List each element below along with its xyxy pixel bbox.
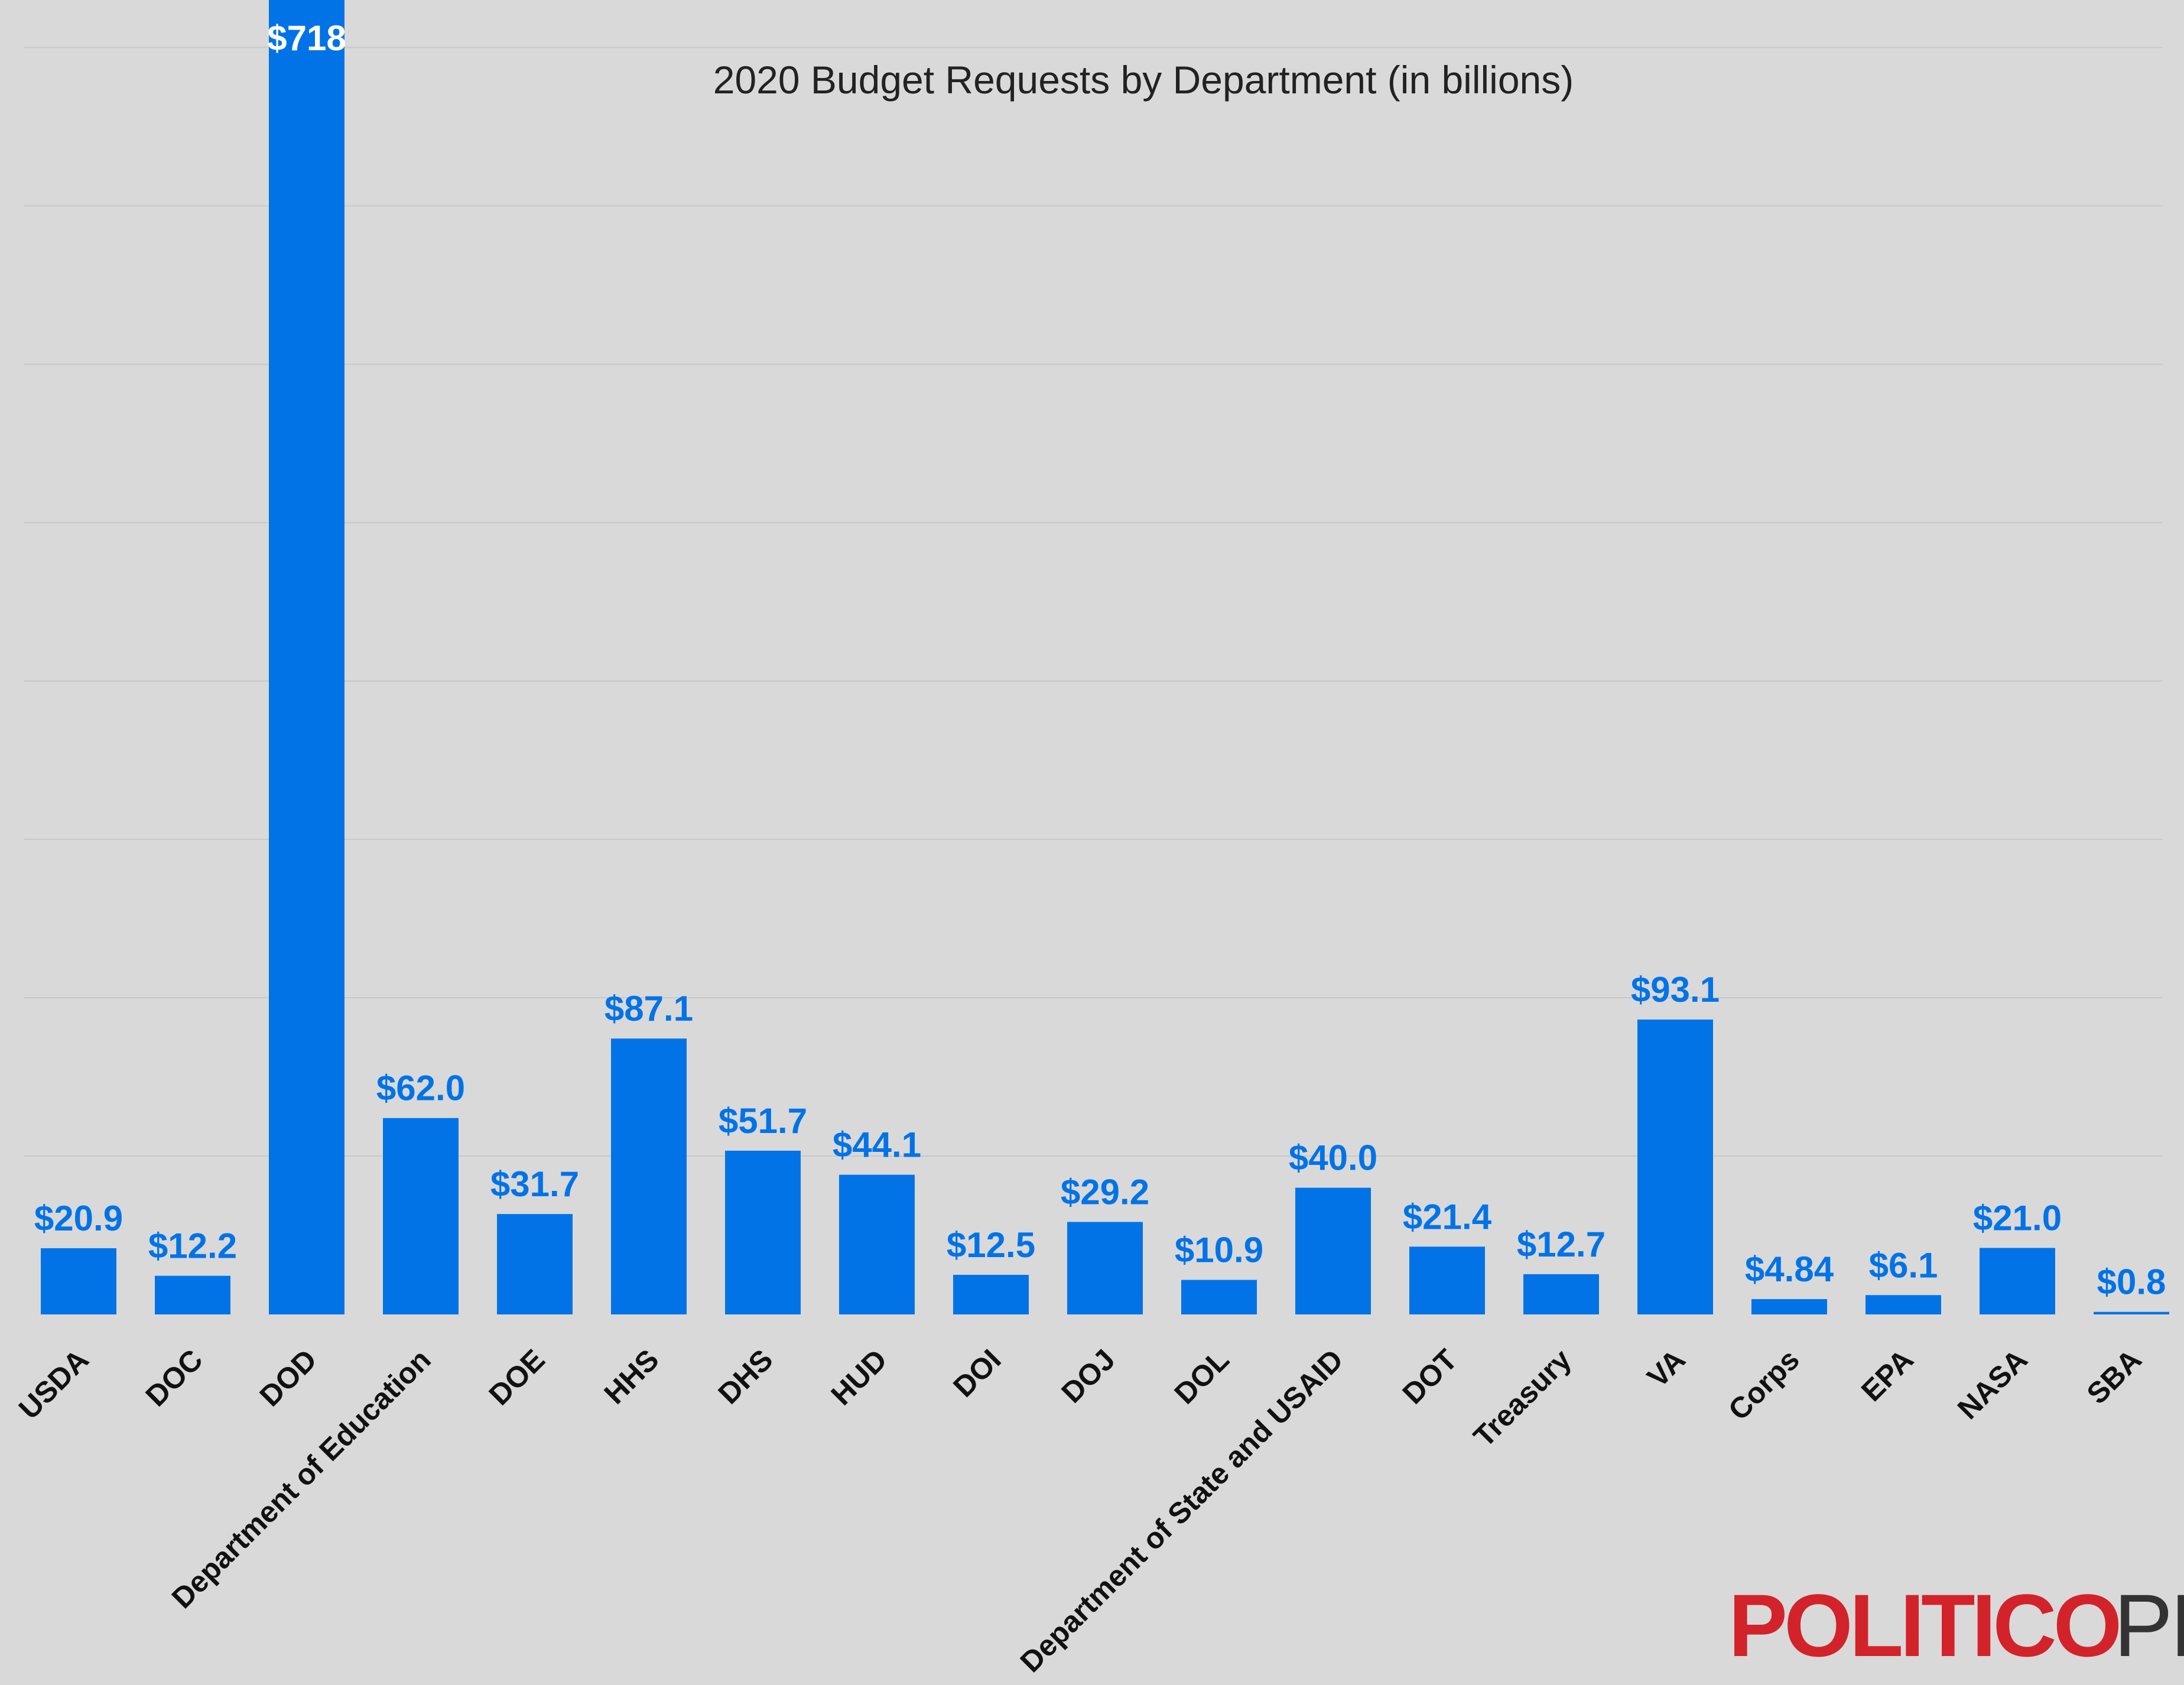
bar-dot [1409, 1246, 1485, 1314]
logo-pro-text: PRO [2114, 1576, 2184, 1675]
value-label: $6.1 [1869, 1245, 1938, 1285]
value-labels: $20.9 $12.2 $718 $62.0 $31.7 $87.1 $51.7 $44.1 $… [34, 18, 2166, 1302]
value-label: $12.2 [148, 1226, 237, 1266]
bar-epa [1866, 1295, 1941, 1314]
bar-nasa [1980, 1248, 2055, 1314]
value-label: $40.0 [1289, 1138, 1377, 1178]
bar-dod [269, 0, 344, 1314]
bar-hhs [611, 1038, 687, 1314]
bar-dol [1181, 1280, 1257, 1314]
bar-doe [497, 1214, 573, 1314]
value-label: $718 [267, 18, 346, 58]
value-label: $21.0 [1973, 1198, 2062, 1238]
value-label: $12.5 [947, 1225, 1035, 1265]
value-label: $10.9 [1175, 1231, 1263, 1270]
logo-politico-text: POLITICO [1728, 1576, 2119, 1675]
value-label: $93.1 [1631, 970, 1720, 1009]
politico-pro-logo: POLITICO PRO [1728, 1576, 2184, 1675]
value-label: $87.1 [604, 989, 693, 1028]
bar-treasury [1523, 1274, 1599, 1314]
bar-usda [41, 1248, 116, 1314]
bar-department-of-education [383, 1118, 459, 1314]
bar-dhs [725, 1150, 801, 1314]
bar-hud [839, 1174, 915, 1314]
bar-doj [1067, 1222, 1143, 1314]
gridlines [24, 47, 2163, 1157]
bars [41, 0, 2169, 1314]
value-label: $62.0 [376, 1069, 465, 1108]
bar-doi [953, 1275, 1029, 1314]
bar-department-of-state-and-usaid [1295, 1187, 1371, 1314]
bar-va [1637, 1020, 1713, 1314]
bar-corps [1751, 1299, 1827, 1314]
value-label: $21.4 [1403, 1197, 1492, 1236]
value-label: $51.7 [719, 1101, 807, 1141]
bar-doc [155, 1275, 230, 1314]
value-label: $20.9 [34, 1199, 123, 1238]
chart-title: 2020 Budget Requests by Department (in b… [713, 58, 1574, 102]
value-label: $4.84 [1745, 1249, 1834, 1289]
value-label: $31.7 [490, 1164, 579, 1204]
value-label: $0.8 [2097, 1262, 2166, 1302]
value-label: $29.2 [1061, 1173, 1149, 1212]
value-label: $12.7 [1517, 1225, 1606, 1264]
bar-sba [2094, 1311, 2169, 1314]
value-label: $44.1 [833, 1125, 921, 1165]
